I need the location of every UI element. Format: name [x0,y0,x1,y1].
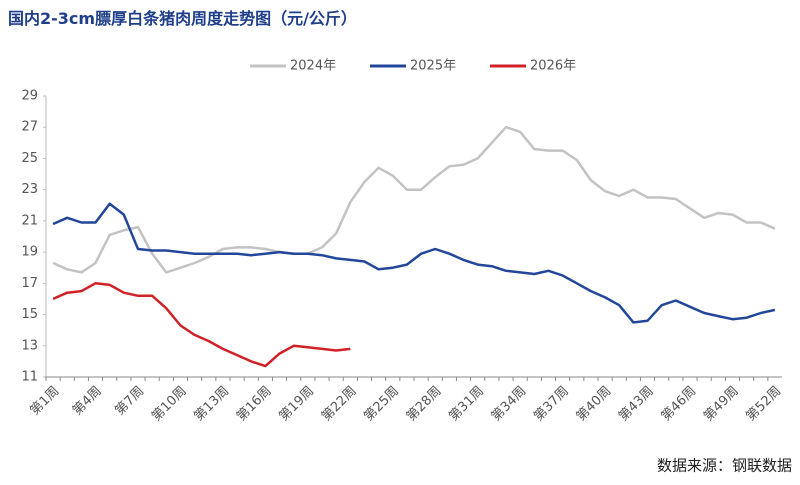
x-tick-label: 第19周 [276,384,317,425]
x-tick-label: 第40周 [574,384,615,425]
chart-title: 国内2-3cm膘厚白条猪肉周度走势图（元/公斤） [8,9,357,28]
y-tick-label: 11 [21,370,38,385]
x-tick-label: 第1周 [28,384,63,419]
x-tick-label: 第28周 [404,384,445,425]
y-tick-label: 23 [21,182,38,197]
x-tick-label: 第4周 [70,384,105,419]
source-note: 数据来源：钢联数据 [657,457,792,475]
y-tick-label: 27 [21,120,38,135]
x-tick-label: 第37周 [531,384,572,425]
x-tick-label: 第46周 [659,384,700,425]
x-tick-label: 第16周 [234,384,275,425]
y-tick-label: 13 [21,338,38,353]
x-tick-label: 第52周 [744,384,785,425]
y-tick-label: 29 [21,89,38,104]
x-tick-label: 第22周 [319,384,360,425]
x-tick-label: 第49周 [701,384,742,425]
y-tick-label: 25 [21,151,38,166]
series-line [52,282,351,368]
series-line [52,125,776,274]
legend-label: 2025年 [410,59,456,74]
y-tick-label: 15 [21,307,38,322]
x-tick-label: 第7周 [112,384,147,419]
legend-label: 2024年 [290,59,336,74]
legend-label: 2026年 [530,59,576,74]
y-tick-label: 17 [21,276,38,291]
x-tick-label: 第25周 [361,384,402,425]
x-tick-label: 第31周 [446,384,487,425]
x-tick-label: 第34周 [489,384,530,425]
y-tick-label: 21 [21,213,38,228]
series-line [52,202,776,324]
x-tick-label: 第10周 [149,384,190,425]
x-tick-label: 第43周 [616,384,657,425]
x-tick-label: 第13周 [192,384,233,425]
y-tick-label: 19 [21,245,38,260]
